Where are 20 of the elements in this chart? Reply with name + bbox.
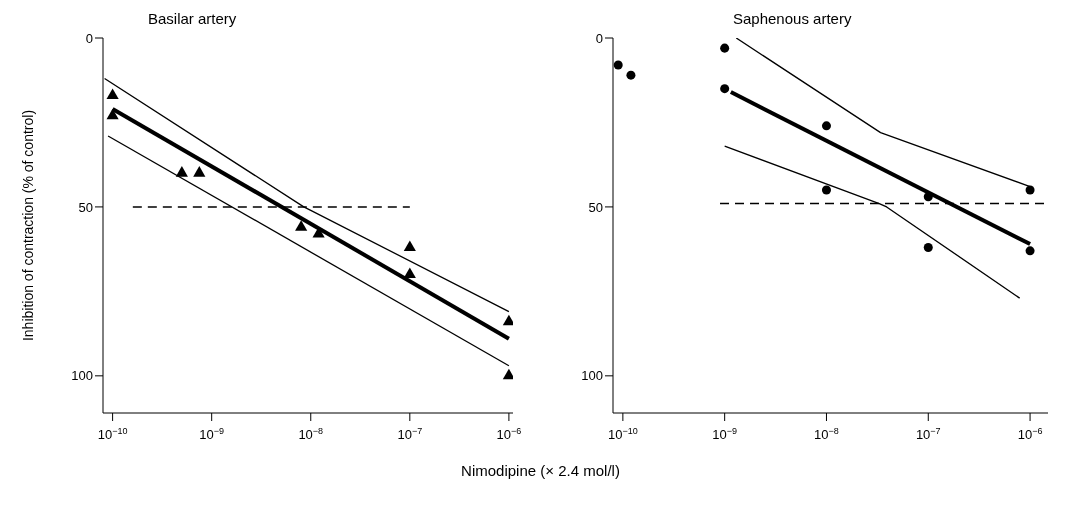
y-tick-label: 50 xyxy=(78,199,93,215)
x-tick-label: 10$^{−10}$ xyxy=(607,426,638,442)
x-tick-label: 10$^{−7}$ xyxy=(397,426,423,442)
x-axis-title: Nimodipine (× 2.4 mol/l) xyxy=(460,462,621,479)
y-axis-title: Inhibition of contraction (% of control) xyxy=(19,109,36,342)
x-tick-label: 10$^{−6}$ xyxy=(1017,426,1043,442)
x-tick-label: 10$^{−9}$ xyxy=(199,426,225,442)
x-tick-label: 10$^{−8}$ xyxy=(298,426,324,442)
x-tick-label: 10$^{−8}$ xyxy=(814,426,839,442)
y-tick-label: 100 xyxy=(581,368,603,384)
y-tick-label: 0 xyxy=(85,30,93,46)
x-tick-label: 10$^{−6}$ xyxy=(496,426,522,442)
y-tick-label: 0 xyxy=(595,30,603,46)
chart-title: Saphenous artery xyxy=(733,10,852,27)
chart-title: Basilar artery xyxy=(148,10,237,27)
x-tick-label: 10$^{−9}$ xyxy=(712,426,738,442)
x-tick-label: 10$^{−10}$ xyxy=(97,426,128,442)
y-tick-label: 50 xyxy=(588,199,603,215)
x-tick-label: 10$^{−7}$ xyxy=(915,426,941,442)
y-tick-label: 100 xyxy=(71,368,93,384)
